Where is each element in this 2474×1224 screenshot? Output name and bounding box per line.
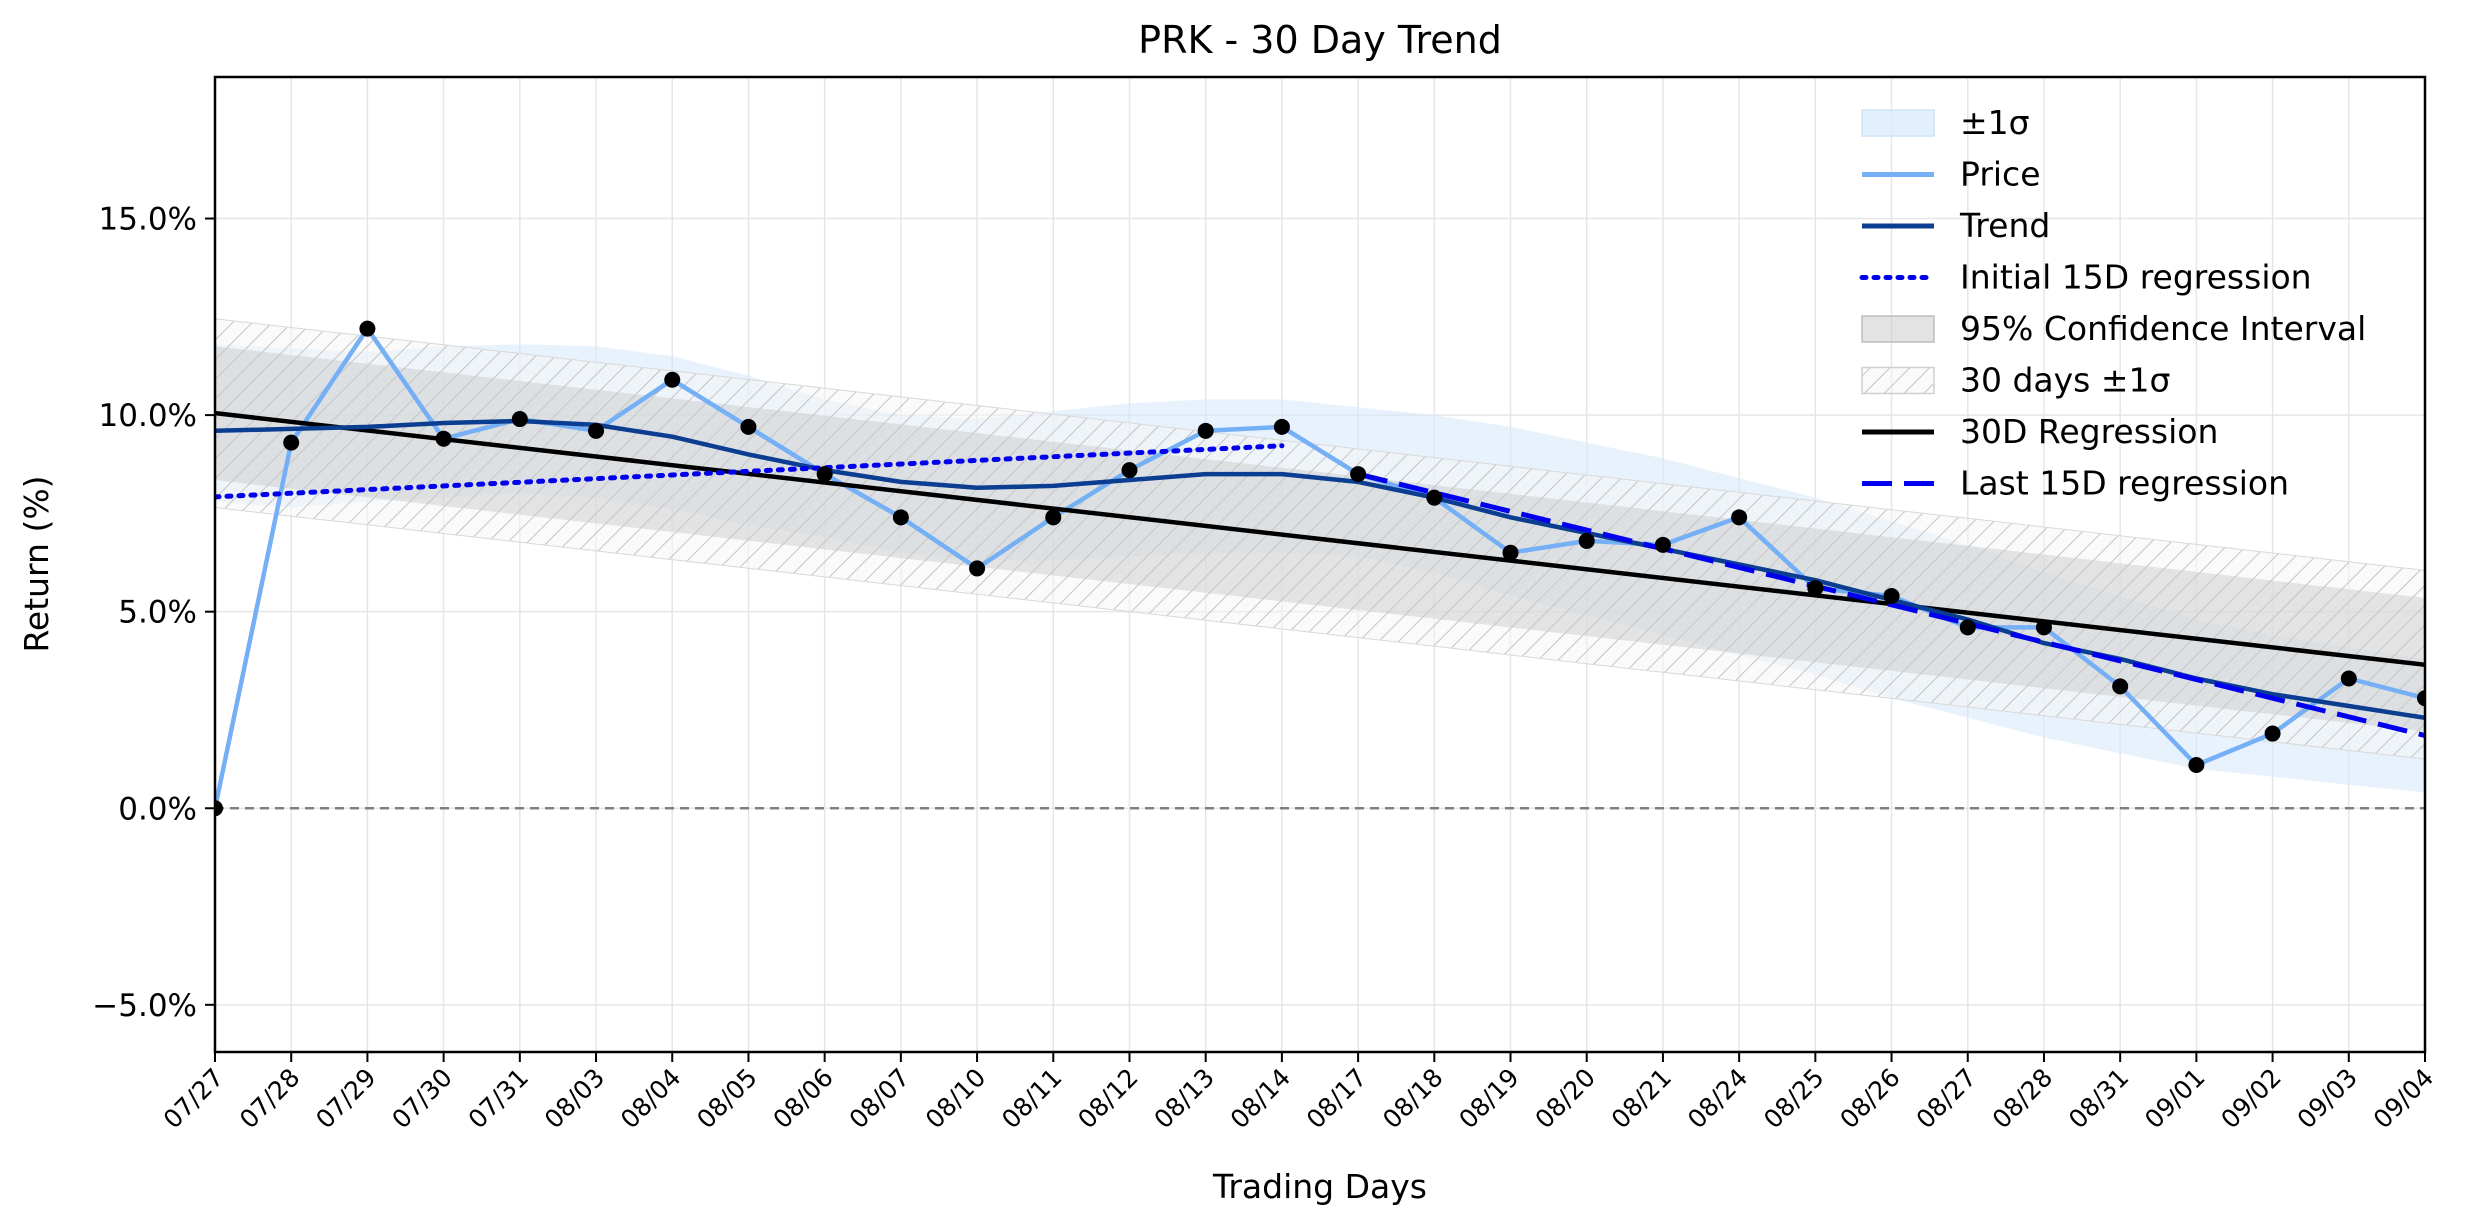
- y-tick-label: 10.0%: [99, 398, 197, 434]
- price-point: [1959, 619, 1976, 636]
- legend: ±1σ Price Trend Initial 15D regression 95% C…: [1859, 103, 2366, 503]
- price-point: [1578, 532, 1595, 549]
- price-point: [969, 560, 986, 577]
- legend-label: Price: [1960, 155, 2041, 194]
- price-point: [1121, 462, 1138, 479]
- x-axis-label: Trading Days: [1212, 1167, 1427, 1206]
- price-point: [283, 434, 300, 451]
- price-point: [435, 430, 452, 447]
- price-line: [215, 326, 2425, 809]
- y-tick-label: 15.0%: [99, 202, 197, 238]
- legend-label: Initial 15D regression: [1960, 258, 2312, 297]
- regression-30d-line: [215, 410, 2425, 667]
- price-point: [1273, 418, 1290, 435]
- price-point: [215, 800, 223, 817]
- initial-15d-regression-line: [215, 443, 1285, 500]
- price-point: [1807, 580, 1824, 597]
- price-point: [1045, 509, 1062, 526]
- price-point: [2188, 757, 2205, 774]
- price-point: [1731, 509, 1748, 526]
- chart-title: PRK - 30 Day Trend: [1138, 18, 1502, 62]
- legend-swatch: [1861, 315, 1935, 343]
- price-point: [1502, 544, 1519, 561]
- price-point: [816, 466, 833, 483]
- price-point: [511, 411, 528, 428]
- plot-area: [215, 318, 2425, 817]
- y-axis-label: Return (%): [17, 475, 56, 652]
- legend-label: ±1σ: [1960, 103, 2030, 142]
- legend-label: 30D Regression: [1960, 412, 2218, 451]
- legend-label: Trend: [1959, 206, 2050, 245]
- price-point: [588, 422, 605, 439]
- legend-label: 30 days ±1σ: [1960, 361, 2170, 400]
- y-tick-label: 0.0%: [118, 791, 197, 827]
- price-point: [2417, 690, 2425, 707]
- price-point: [664, 371, 681, 388]
- price-point: [2264, 725, 2281, 742]
- price-point: [1197, 422, 1214, 439]
- legend-label: 95% Confidence Interval: [1960, 309, 2366, 348]
- last-15d-regression-line: [1357, 471, 2425, 738]
- legend-swatch: [1861, 109, 1935, 137]
- price-point: [2340, 670, 2357, 687]
- legend-swatch: [1861, 366, 1935, 395]
- price-point: [892, 509, 909, 526]
- price-point: [1350, 466, 1367, 483]
- legend-label: Last 15D regression: [1960, 464, 2289, 503]
- price-point: [740, 418, 757, 435]
- price-point: [2035, 619, 2052, 636]
- price-point: [1426, 489, 1443, 506]
- price-point: [2112, 678, 2129, 695]
- y-tick-label: 5.0%: [118, 595, 197, 631]
- price-point: [1883, 587, 1900, 604]
- plot-frame: [213, 75, 2427, 1054]
- price-point: [1654, 536, 1671, 553]
- price-point: [359, 320, 376, 337]
- y-tick-label: −5.0%: [92, 988, 197, 1024]
